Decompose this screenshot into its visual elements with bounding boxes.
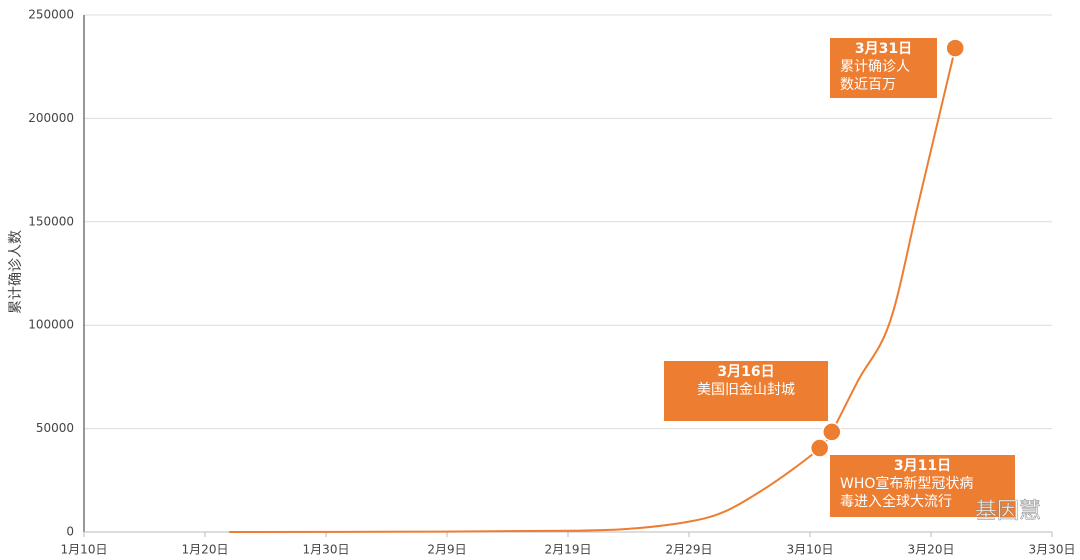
annotation-text: 美国旧金山封城 [697,382,795,398]
annotation-text: 累计确诊人 [840,59,910,75]
x-tick-label: 2月9日 [427,543,466,557]
y-tick-label: 50000 [36,421,74,435]
watermark: 基因慧 [975,499,1041,524]
x-tick-label: 1月10日 [61,543,108,557]
y-tick-label: 100000 [28,318,74,332]
marker [809,438,830,458]
annotation-title: 3月11日 [894,458,951,474]
x-tick-label: 2月29日 [666,543,713,557]
y-tick-label: 0 [66,525,74,539]
x-tick-label: 1月30日 [303,543,350,557]
x-tick-label: 2月19日 [545,543,592,557]
annotation-box [830,38,937,98]
x-tick-label: 1月20日 [182,543,229,557]
annotation-box [830,455,1015,517]
y-tick-label: 250000 [28,8,74,22]
marker [822,422,842,442]
x-tick-label: 3月20日 [908,543,955,557]
x-tick-label: 3月30日 [1029,543,1076,557]
line [229,47,957,533]
annotation-box [664,361,828,421]
annotation-text: 数近百万 [840,77,896,93]
y-tick-label: 200000 [28,111,74,125]
annotation-text: 毒进入全球大流行 [840,493,952,510]
y-axis-label: 累计确诊人数 [8,230,24,314]
x-tick-label: 3月10日 [787,543,834,557]
annotation-title: 3月16日 [717,364,774,380]
annotation-title: 3月31日 [855,41,912,57]
y-tick-label: 150000 [28,214,74,228]
marker [945,38,965,58]
annotation-text: WHO宣布新型冠状病 [840,476,973,492]
